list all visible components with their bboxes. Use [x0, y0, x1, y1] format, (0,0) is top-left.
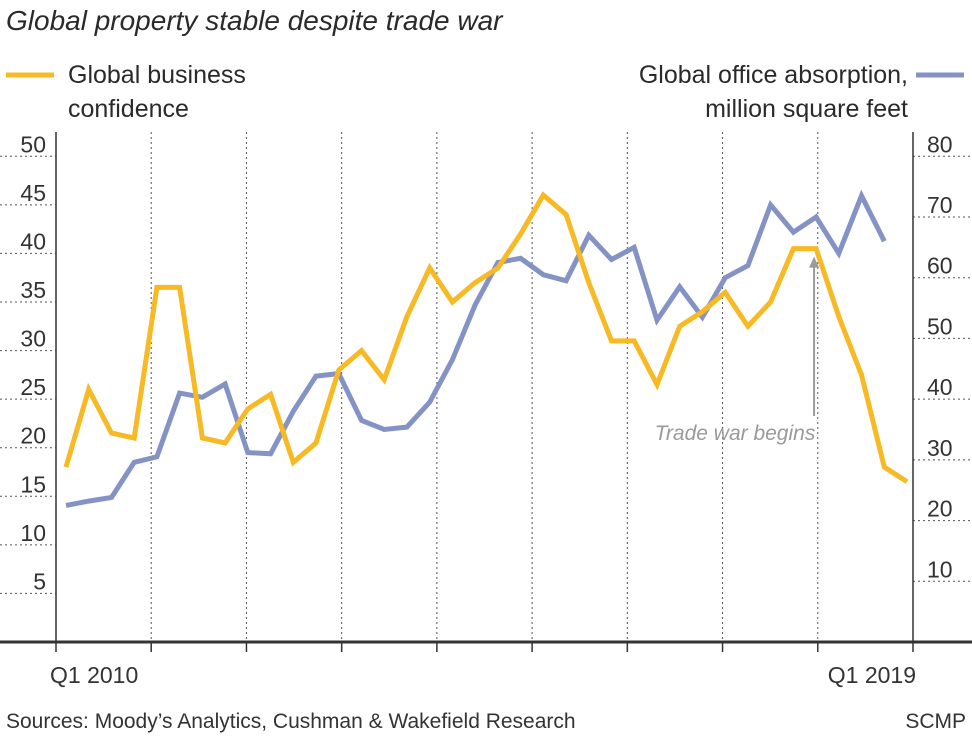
left-tick-label: 5	[33, 568, 46, 594]
left-tick-label: 40	[20, 228, 46, 254]
series-lines	[63, 189, 909, 508]
source-note: Sources: Moody’s Analytics, Cushman & Wa…	[6, 710, 576, 733]
x-start-label: Q1 2010	[50, 662, 138, 688]
left-tick-label: 15	[20, 471, 46, 497]
legend-label-confidence-line1: Global business	[68, 61, 246, 89]
series-line-business-confidence	[63, 191, 909, 484]
right-tick-label: 60	[927, 253, 953, 279]
right-tick-label: 20	[927, 496, 953, 522]
x-axis-ticks	[55, 642, 914, 652]
credit: SCMP	[905, 710, 966, 733]
left-tick-label: 20	[20, 423, 46, 449]
legend-label-absorption-line1: Global office absorption,	[639, 61, 908, 89]
gridlines	[0, 132, 972, 642]
legend-label-absorption-line2: million square feet	[705, 95, 908, 123]
left-tick-label: 35	[20, 277, 46, 303]
x-end-label: Q1 2019	[828, 662, 916, 688]
right-axis-ticks: 10 20 30 40 50 60 70 80	[927, 131, 953, 582]
annotation-arrowhead	[809, 256, 820, 268]
left-tick-label: 50	[20, 131, 46, 157]
left-tick-label: 45	[20, 180, 46, 206]
legend-label-confidence-line2: confidence	[68, 95, 189, 123]
left-tick-label: 25	[20, 374, 46, 400]
right-tick-label: 10	[927, 556, 953, 582]
annotation-label: Trade war begins	[655, 422, 816, 445]
left-axis-ticks: 5 10 15 20 25 30 35 40 45 50	[20, 131, 46, 594]
right-tick-label: 30	[927, 435, 953, 461]
right-tick-label: 80	[927, 131, 953, 157]
annotation: Trade war begins	[655, 256, 820, 445]
series-line-office-absorption	[65, 189, 887, 508]
right-tick-label: 70	[927, 192, 953, 218]
right-tick-label: 40	[927, 374, 953, 400]
right-tick-label: 50	[927, 313, 953, 339]
left-tick-label: 30	[20, 326, 46, 352]
chart-title: Global property stable despite trade war	[6, 5, 504, 36]
left-tick-label: 10	[20, 520, 46, 546]
